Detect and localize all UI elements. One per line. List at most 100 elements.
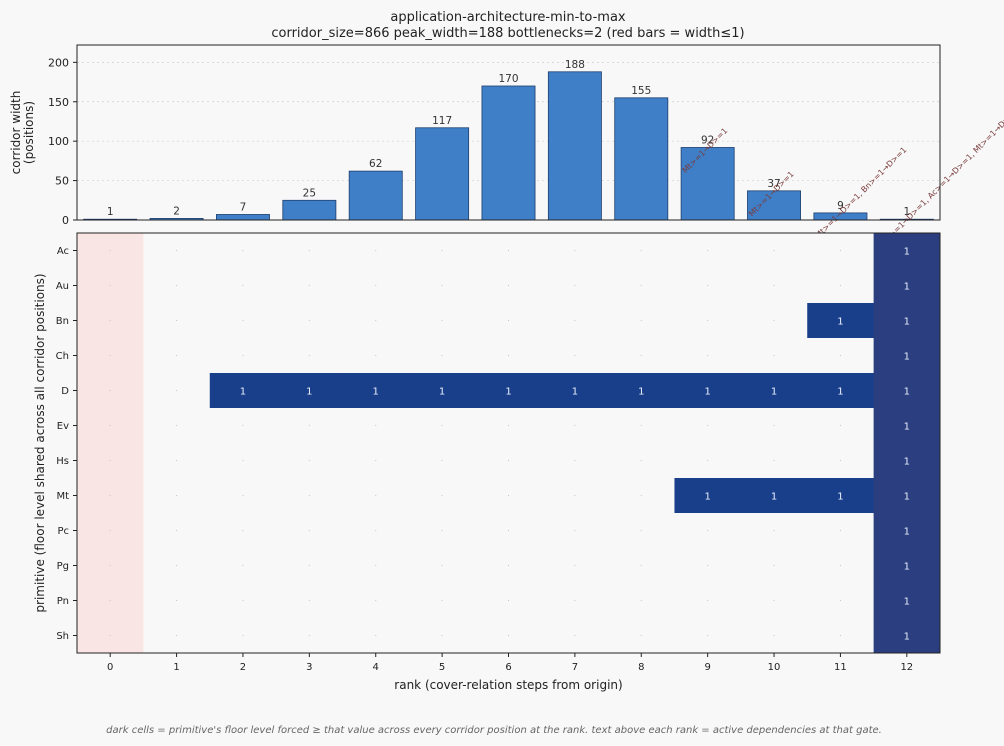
heatmap-cell (541, 373, 609, 408)
grid-dot (507, 284, 510, 287)
heatmap-cell (276, 373, 344, 408)
heatmap-cell (873, 233, 941, 269)
grid-dot (441, 354, 443, 357)
x-tick-label: 12 (900, 662, 913, 673)
heatmap-cell-value: 1 (439, 387, 445, 398)
grid-dot (707, 284, 709, 287)
grid-dot (308, 634, 310, 637)
grid-dot (773, 354, 775, 357)
grid-dot (773, 249, 775, 252)
heatmap-cell (608, 373, 675, 408)
grid-dot (839, 459, 842, 462)
heatmap-cell-value: 1 (572, 387, 578, 398)
y-tick-label: 0 (62, 214, 69, 227)
grid-dot (242, 564, 244, 567)
grid-dot (175, 284, 178, 287)
row-tick-label: Ev (57, 421, 69, 432)
row-tick-label: Au (56, 281, 69, 292)
heatmap-cell (873, 548, 941, 584)
heatmap-cell (873, 478, 941, 514)
grid-dot (175, 459, 178, 462)
grid-dot (109, 564, 111, 567)
grid-dot (308, 459, 310, 462)
heatmap-cell (873, 513, 941, 549)
bar-value-label: 92 (701, 134, 714, 146)
grid-dot (175, 319, 178, 322)
bar-value-label: 2 (173, 205, 180, 217)
x-axis-label: rank (cover-relation steps from origin) (394, 678, 622, 692)
grid-dot (773, 424, 775, 427)
row-tick-label: Ac (57, 246, 69, 257)
grid-dot (375, 529, 377, 532)
heatmap-cell-value: 1 (373, 387, 379, 398)
x-tick-label: 7 (572, 662, 578, 673)
x-tick-label: 3 (306, 662, 312, 673)
grid-dot (574, 249, 576, 252)
bar (282, 199, 337, 221)
grid-dot (640, 529, 642, 532)
grid-dot (175, 494, 178, 497)
heatmap-cell-value: 1 (904, 527, 910, 538)
grid-dot (707, 634, 709, 637)
grid-dot (640, 284, 642, 287)
grid-dot (707, 249, 709, 252)
grid-dot (441, 424, 443, 427)
heatmap-cell-value: 1 (771, 387, 777, 398)
chart-subtitle: corridor_size=866 peak_width=188 bottlen… (271, 26, 744, 41)
grid-dot (242, 529, 244, 532)
grid-dot (441, 564, 443, 567)
bar-plot-frame (76, 44, 941, 221)
grid-dot (707, 319, 709, 322)
grid-dot (640, 599, 642, 602)
grid-dot (640, 319, 642, 322)
grid-dot (707, 564, 709, 567)
grid-dot (574, 424, 576, 427)
grid-dot (507, 494, 510, 497)
grid-dot (507, 529, 510, 532)
bar-value-label: 1 (107, 206, 114, 218)
grid-dot (773, 564, 775, 567)
heatmap-cell (674, 373, 742, 408)
heatmap-cell (873, 583, 941, 619)
grid-dot (175, 564, 178, 567)
heatmap-cell (807, 373, 875, 408)
grid-dot (574, 284, 576, 287)
grid-dot (242, 599, 244, 602)
heatmap-cell (873, 303, 941, 339)
footnote: dark cells = primitive's floor level for… (106, 725, 882, 736)
bottleneck-column (77, 233, 144, 653)
y-tick-label: 150 (48, 96, 69, 109)
grid-dot (375, 249, 377, 252)
grid-dot (375, 319, 377, 322)
grid-dot (109, 424, 111, 427)
heatmap-cell-value: 1 (904, 282, 910, 293)
grid-dot (773, 284, 775, 287)
grid-dot (640, 634, 642, 637)
bar (481, 85, 536, 221)
heatmap-cell (475, 373, 543, 408)
grid-dot (574, 459, 576, 462)
heatmap-cell-value: 1 (505, 387, 511, 398)
grid-dot (109, 529, 111, 532)
grid-dot (308, 424, 310, 427)
heatmap-cell-value: 1 (306, 387, 312, 398)
grid-dot (574, 319, 576, 322)
grid-dot (441, 599, 443, 602)
grid-dot (308, 284, 310, 287)
grid-dot (242, 634, 244, 637)
grid-dot (375, 354, 377, 357)
grid-dot (109, 494, 111, 497)
grid-dot (707, 529, 709, 532)
grid-dot (574, 529, 576, 532)
grid-dot (507, 319, 510, 322)
heatmap-cell-value: 1 (904, 247, 910, 258)
grid-dot (839, 354, 842, 357)
heatmap-cell-value: 1 (240, 387, 246, 398)
grid-dot (441, 249, 443, 252)
heatmap-cell (873, 443, 941, 479)
bar-value-label: 155 (631, 85, 651, 97)
heatmap-cell (342, 373, 410, 408)
row-tick-label: Pc (57, 526, 69, 537)
